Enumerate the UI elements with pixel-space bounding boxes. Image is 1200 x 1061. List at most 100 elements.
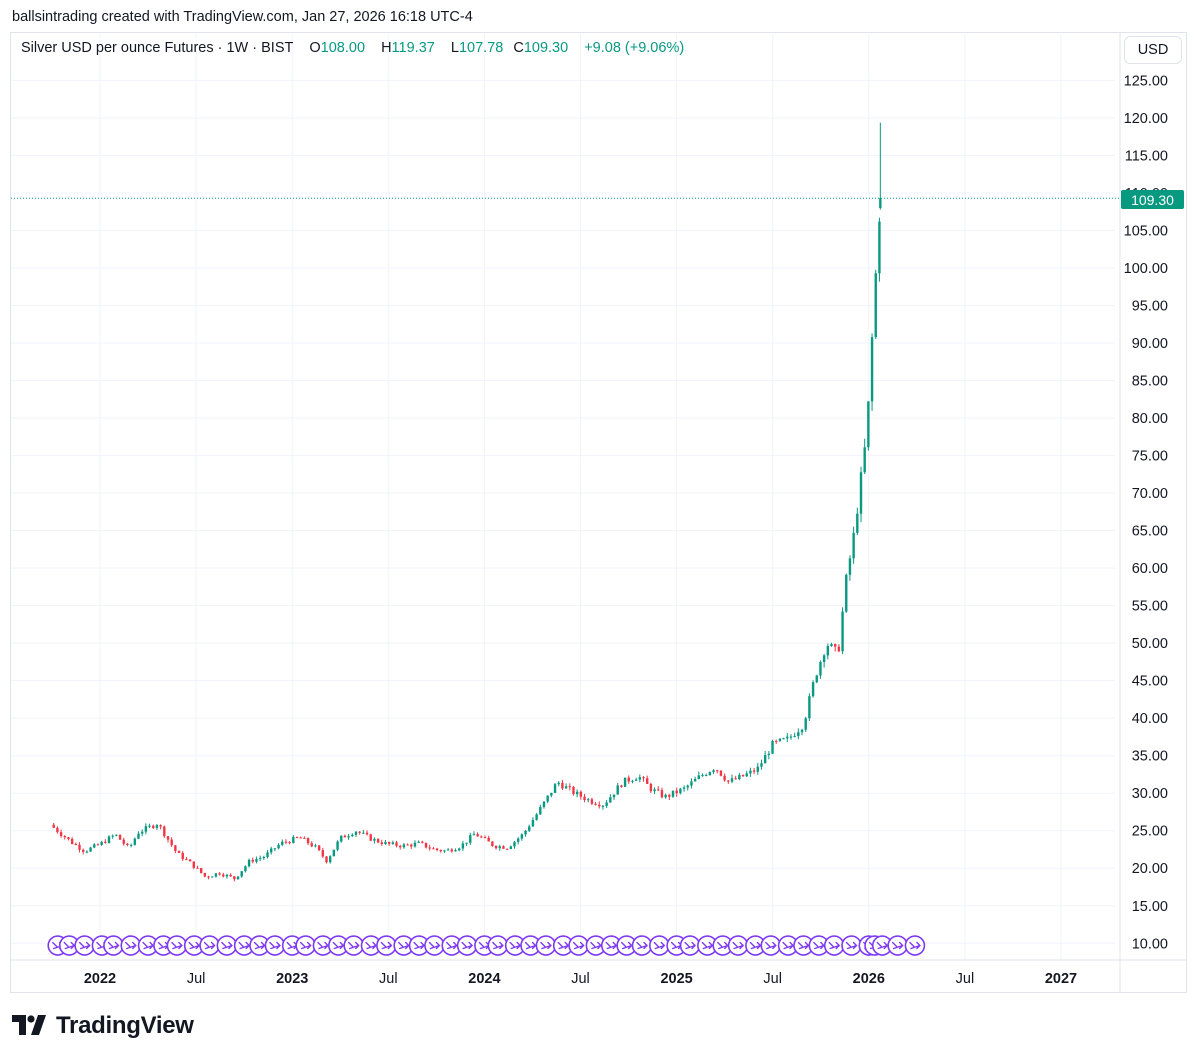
candle-body[interactable]: [170, 839, 173, 846]
event-marker[interactable]: [535, 935, 557, 956]
candle-body[interactable]: [870, 337, 874, 402]
candle-body[interactable]: [572, 786, 575, 795]
candle-body[interactable]: [391, 842, 395, 844]
candle-body[interactable]: [749, 770, 752, 774]
event-marker[interactable]: [103, 935, 124, 956]
candle-body[interactable]: [690, 781, 693, 786]
event-marker[interactable]: [343, 935, 365, 956]
candle-body[interactable]: [104, 841, 107, 844]
candle-body[interactable]: [524, 830, 527, 835]
candle-body[interactable]: [321, 850, 325, 857]
candle-body[interactable]: [727, 780, 730, 782]
candle-body[interactable]: [542, 801, 546, 808]
candle-body[interactable]: [177, 851, 181, 853]
candle-body[interactable]: [756, 766, 759, 772]
candle-body[interactable]: [528, 826, 531, 831]
event-marker[interactable]: [487, 935, 509, 956]
candle-body[interactable]: [627, 777, 630, 782]
candle-body[interactable]: [601, 805, 605, 807]
candle-body[interactable]: [553, 784, 557, 793]
candle-body[interactable]: [546, 795, 549, 802]
candle-body[interactable]: [856, 513, 859, 533]
candle-body[interactable]: [469, 835, 472, 843]
candle-body[interactable]: [328, 856, 332, 863]
candle-body[interactable]: [140, 831, 144, 834]
candle-body[interactable]: [498, 846, 501, 849]
candle-body[interactable]: [782, 738, 785, 740]
candle-body[interactable]: [745, 773, 748, 777]
candle-body[interactable]: [712, 770, 715, 773]
currency-button[interactable]: USD: [1124, 36, 1182, 64]
candle-body[interactable]: [255, 858, 258, 862]
candle-body[interactable]: [631, 780, 634, 782]
candle-body[interactable]: [295, 837, 299, 839]
candle-body[interactable]: [797, 732, 800, 737]
candle-body[interactable]: [417, 841, 420, 843]
candle-body[interactable]: [535, 814, 538, 820]
candle-body[interactable]: [664, 794, 667, 798]
candle-body[interactable]: [229, 874, 232, 877]
candle-body[interactable]: [148, 825, 151, 827]
candle-body[interactable]: [697, 775, 701, 779]
candle-body[interactable]: [244, 866, 247, 872]
candle-body[interactable]: [332, 849, 336, 857]
event-marker[interactable]: [120, 935, 142, 956]
candle-body[interactable]: [118, 834, 122, 840]
candle-body[interactable]: [800, 729, 804, 733]
candle-body[interactable]: [808, 696, 811, 719]
candle-body[interactable]: [693, 778, 697, 782]
candle-body[interactable]: [645, 778, 649, 784]
candle-body[interactable]: [852, 532, 855, 559]
candle-body[interactable]: [199, 868, 203, 873]
candle-body[interactable]: [174, 845, 177, 852]
candle-body[interactable]: [557, 782, 560, 785]
candle-body[interactable]: [741, 774, 745, 777]
candle-body[interactable]: [303, 837, 306, 839]
candle-body[interactable]: [402, 844, 406, 848]
candle-body[interactable]: [122, 839, 125, 844]
candle-body[interactable]: [155, 825, 159, 828]
event-marker[interactable]: [649, 935, 670, 956]
candle-body[interactable]: [513, 841, 516, 847]
candle-body[interactable]: [277, 844, 280, 849]
candle-body[interactable]: [568, 786, 571, 788]
event-marker[interactable]: [216, 935, 238, 956]
candle-body[interactable]: [432, 848, 435, 850]
candle-body[interactable]: [111, 835, 114, 837]
candle-body[interactable]: [273, 848, 277, 850]
candle-body[interactable]: [583, 796, 586, 801]
event-marker[interactable]: [585, 935, 607, 956]
candle-body[interactable]: [218, 873, 221, 875]
candle-body[interactable]: [166, 836, 170, 840]
candle-body[interactable]: [222, 874, 225, 877]
candle-body[interactable]: [609, 797, 612, 803]
candle-body[interactable]: [516, 838, 520, 842]
candle-body[interactable]: [336, 841, 339, 850]
candle-body[interactable]: [575, 791, 579, 795]
candle-body[interactable]: [879, 198, 882, 208]
candle-body[interactable]: [675, 790, 678, 794]
candle-body[interactable]: [867, 401, 870, 448]
event-marker[interactable]: [871, 935, 893, 956]
candle-body[interactable]: [841, 611, 844, 652]
candle-body[interactable]: [457, 848, 461, 851]
candle-body[interactable]: [564, 786, 568, 789]
candle-body[interactable]: [531, 819, 535, 827]
candle-body[interactable]: [133, 838, 137, 845]
candle-body[interactable]: [137, 833, 140, 839]
event-marker[interactable]: [760, 935, 782, 956]
candle-body[interactable]: [362, 832, 365, 834]
candle-body[interactable]: [494, 845, 498, 849]
candle-body[interactable]: [848, 558, 852, 575]
event-marker[interactable]: [600, 935, 622, 956]
candle-body[interactable]: [476, 834, 479, 837]
candle-body[interactable]: [594, 803, 597, 805]
event-marker[interactable]: [777, 935, 799, 956]
candle-body[interactable]: [461, 843, 465, 849]
candle-body[interactable]: [292, 837, 295, 843]
event-marker[interactable]: [456, 935, 478, 956]
candle-body[interactable]: [96, 844, 100, 846]
candle-body[interactable]: [203, 872, 207, 877]
candle-body[interactable]: [668, 794, 671, 797]
event-marker[interactable]: [520, 935, 541, 956]
